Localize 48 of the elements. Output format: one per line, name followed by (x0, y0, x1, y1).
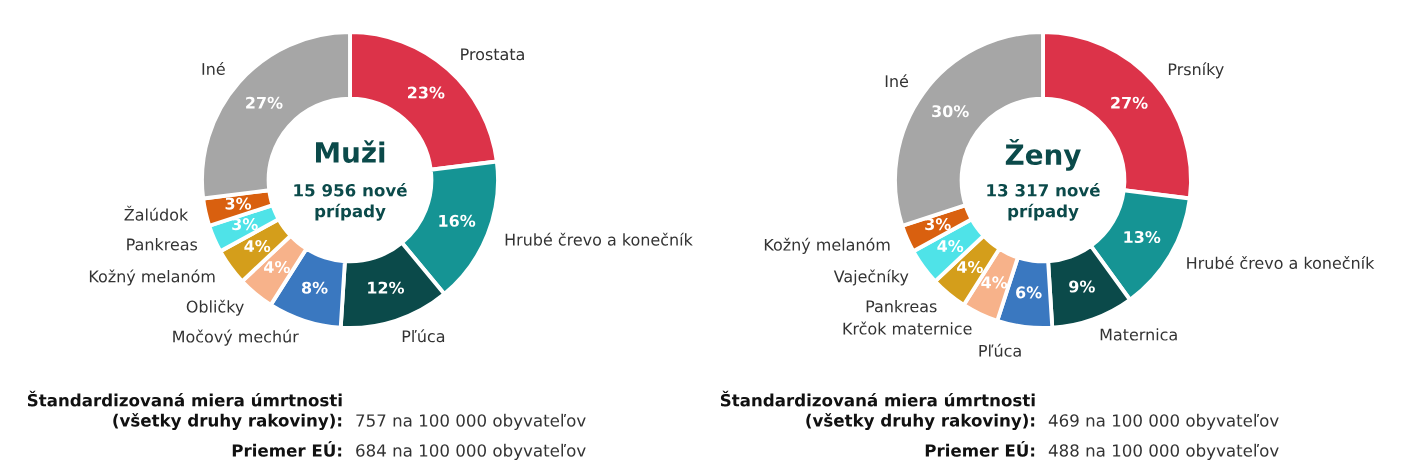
data-label: 27% (1111, 96, 1148, 109)
data-label: 13% (1124, 230, 1161, 244)
slice-label: Hrubé črevo a konečník (1187, 256, 1375, 270)
data-label: 4% (957, 260, 983, 274)
slice-label: Vaječníky (833, 269, 909, 286)
data-label: 4% (937, 239, 964, 253)
text: Štandardizovaná miera úmrtnosti (všetky druhy rakoviny): (27, 390, 342, 430)
data-label: 8% (301, 281, 328, 294)
slice-label: Pľúca (402, 329, 445, 343)
data-label: 12% (368, 281, 405, 294)
data-label: 16% (439, 214, 476, 227)
text: Priemer EÚ: (232, 441, 342, 457)
data-label: 9% (1069, 280, 1095, 293)
data-label: 4% (244, 239, 271, 253)
text: Muži (316, 140, 385, 163)
slice-label: Pankreas (866, 299, 937, 313)
text: 13 317 nové prípady (987, 183, 1100, 221)
slice-label: Žalúdok (124, 205, 189, 221)
data-label: 30% (932, 105, 969, 118)
slice-label: Prsníky (1168, 62, 1224, 79)
data-label: 4% (264, 260, 290, 274)
data-label: 23% (408, 86, 445, 99)
data-label: 4% (981, 276, 1008, 289)
slice-label: Pľúca (979, 343, 1021, 357)
text: Štandardizovaná miera úmrtnosti (všetky druhy rakoviny): (720, 390, 1035, 430)
slice-label: Iné (885, 74, 909, 88)
data-label: 27% (246, 96, 283, 109)
text: Priemer EÚ: (925, 441, 1035, 457)
slice-label: Maternica (1100, 328, 1177, 341)
text: 684 na 100 000 obyvateľov (356, 443, 586, 460)
slice-label: Kožný melanóm (764, 237, 890, 254)
text: 469 na 100 000 obyvateľov (1048, 413, 1279, 430)
slice-label: Kožný melanóm (89, 269, 215, 286)
slice-label: Iné (202, 62, 225, 76)
text: Ženy (1005, 138, 1081, 171)
data-label: 3% (925, 218, 951, 231)
text: 757 na 100 000 obyvateľov (356, 413, 586, 430)
text: 488 na 100 000 obyvateľov (1048, 443, 1279, 460)
data-label: 3% (232, 218, 258, 231)
data-label: 6% (1016, 286, 1042, 299)
slice-label: Pankreas (127, 238, 198, 251)
slice-label: Obličky (186, 299, 244, 316)
data-label: 3% (225, 197, 252, 210)
text: 15 956 nové prípady (294, 183, 407, 221)
slice-label: Krčok maternice (843, 321, 972, 335)
slice-label: Hrubé črevo a konečník (505, 232, 693, 246)
slice-label: Prostata (461, 48, 524, 61)
slice-label: Močový mechúr (173, 329, 299, 346)
